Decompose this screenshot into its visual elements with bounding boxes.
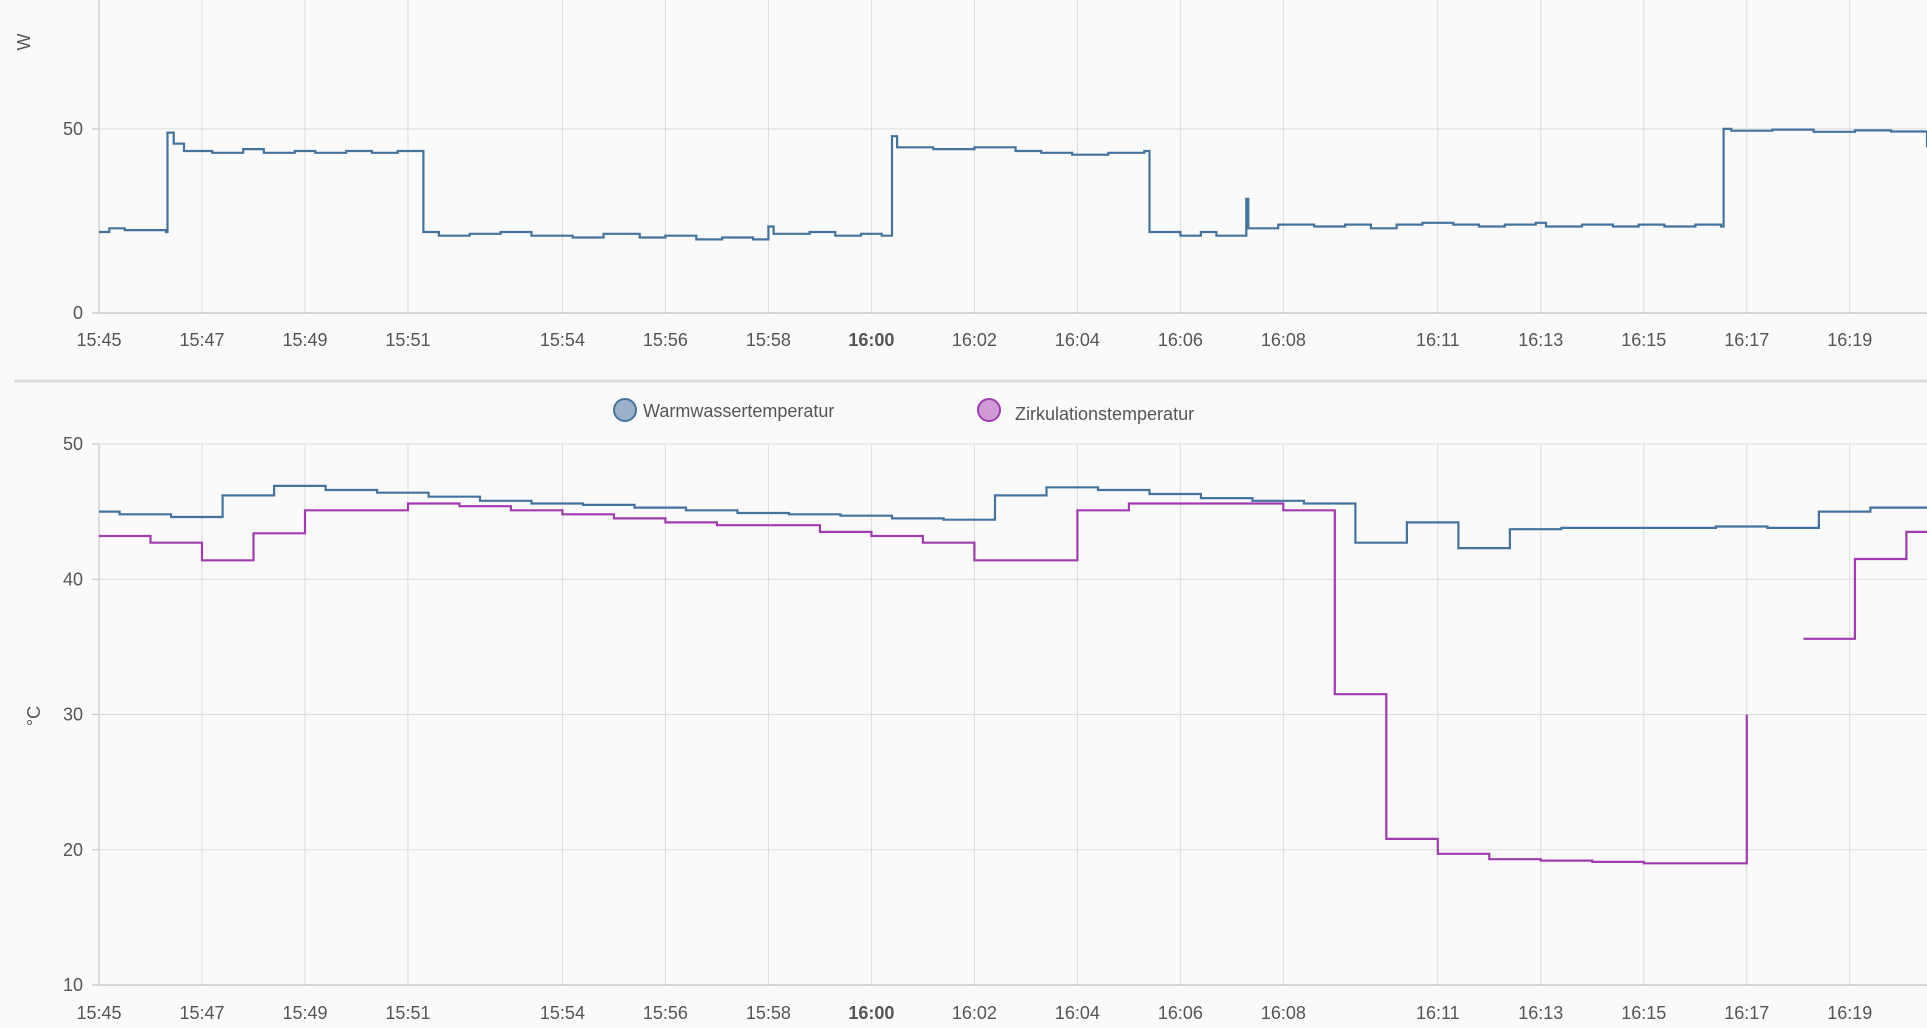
power-x-tick-label: 16:08 [1261, 330, 1306, 350]
power-x-tick-label: 16:13 [1518, 330, 1563, 350]
power-x-tick-label: 16:06 [1158, 330, 1203, 350]
power-axes [92, 0, 1927, 314]
power-x-tick-label: 15:47 [179, 330, 224, 350]
temperature-y-tick-label: 40 [63, 569, 83, 589]
legend-item-warmwasser[interactable]: Warmwassertemperatur [613, 398, 834, 422]
legend-warmwasser-label[interactable]: Warmwassertemperatur [643, 401, 834, 421]
power-x-tick-label: 16:02 [952, 330, 997, 350]
temperature-legend: Warmwassertemperatur Zirkulationstempera… [613, 398, 1194, 424]
power-x-tick-label: 16:19 [1827, 330, 1872, 350]
temperature-x-tick-label: 16:06 [1158, 1003, 1203, 1023]
temperature-x-tick-label: 15:58 [746, 1003, 791, 1023]
power-x-tick-label: 16:00 [848, 330, 894, 350]
power-y-tick-label: 0 [73, 303, 83, 323]
temperature-x-tick-label: 15:47 [179, 1003, 224, 1023]
temperature-x-tick-label: 15:45 [76, 1003, 121, 1023]
power-y-ticks: 0 50 [63, 119, 83, 323]
legend-zirkulation-label[interactable]: Zirkulationstemperatur [1015, 404, 1194, 424]
temperature-x-tick-label: 16:13 [1518, 1003, 1563, 1023]
series-line-leistung[interactable] [99, 127, 1927, 241]
temperature-x-tick-label: 16:15 [1621, 1003, 1666, 1023]
temperature-x-tick-label: 16:04 [1055, 1003, 1100, 1023]
temperature-x-tick-label: 16:00 [848, 1003, 894, 1023]
temperature-x-tick-label: 15:51 [385, 1003, 430, 1023]
series-line-zirkulationstemperatur[interactable] [99, 502, 1748, 865]
power-x-tick-label: 16:17 [1724, 330, 1769, 350]
temperature-series[interactable] [99, 484, 1927, 865]
temperature-x-tick-label: 16:08 [1261, 1003, 1306, 1023]
series-line-warmwassertemperatur[interactable] [99, 484, 1927, 550]
temperature-x-tick-label: 15:54 [540, 1003, 585, 1023]
power-y-tick-label: 50 [63, 119, 83, 139]
temperature-y-tick-label: 30 [63, 705, 83, 725]
legend-item-zirkulation[interactable]: Zirkulationstemperatur [977, 398, 1194, 424]
temperature-y-ticks: 10 20 30 40 50 [63, 434, 83, 995]
temperature-x-tick-label: 16:11 [1416, 1003, 1460, 1023]
temperature-x-tick-label: 15:49 [282, 1003, 327, 1023]
power-x-tick-label: 16:15 [1621, 330, 1666, 350]
power-x-ticks: 15:45 15:47 15:49 15:51 15:54 15:56 15:58 16:00… [76, 330, 1872, 350]
power-x-tick-label: 15:58 [746, 330, 791, 350]
temperature-x-ticks: 15:45 15:47 15:49 15:51 15:54 15:56 15:58 16:00… [76, 1003, 1872, 1023]
legend-warmwasser-swatch[interactable] [613, 398, 637, 422]
power-gridlines [98, 0, 1927, 314]
temperature-x-tick-label: 16:19 [1827, 1003, 1872, 1023]
legend-zirkulation-swatch[interactable] [977, 398, 1001, 422]
power-chart: W 0 50 15:45 15:47 15:49 15:51 15:54 15:56 15:5… [14, 0, 1927, 350]
power-x-tick-label: 15:56 [643, 330, 688, 350]
temperature-x-tick-label: 15:56 [643, 1003, 688, 1023]
power-x-tick-label: 16:11 [1416, 330, 1460, 350]
power-x-tick-label: 16:04 [1055, 330, 1100, 350]
temperature-x-tick-label: 16:02 [952, 1003, 997, 1023]
temperature-chart: Warmwassertemperatur Zirkulationstempera… [24, 398, 1927, 1023]
temperature-gridlines [98, 443, 1927, 986]
power-series[interactable] [99, 127, 1927, 241]
temperature-y-tick-label: 20 [63, 840, 83, 860]
temperature-y-tick-label: 10 [63, 975, 83, 995]
power-x-tick-label: 15:45 [76, 330, 121, 350]
temperature-axes [92, 443, 1927, 986]
temperature-y-tick-label: 50 [63, 434, 83, 454]
series-line-zirkulationstemperatur[interactable] [1803, 530, 1927, 640]
temperature-y-axis-label: °C [24, 706, 44, 726]
power-y-axis-label: W [14, 34, 34, 51]
power-x-tick-label: 15:54 [540, 330, 585, 350]
power-x-tick-label: 15:51 [385, 330, 430, 350]
temperature-x-tick-label: 16:17 [1724, 1003, 1769, 1023]
power-x-tick-label: 15:49 [282, 330, 327, 350]
